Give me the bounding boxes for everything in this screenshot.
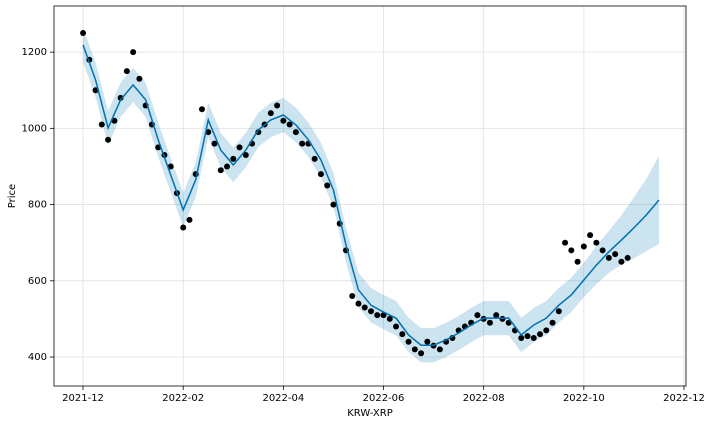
observed-point [267, 110, 274, 117]
x-tick-label: 2022-08 [463, 393, 505, 404]
observed-point [180, 224, 187, 231]
observed-point [411, 346, 418, 353]
observed-point [217, 167, 224, 174]
observed-point [393, 323, 400, 330]
observed-point [117, 94, 124, 101]
observed-point [549, 319, 556, 326]
observed-point [98, 121, 105, 128]
observed-point [399, 331, 406, 338]
observed-point [543, 327, 550, 334]
observed-point [405, 338, 412, 345]
observed-point [530, 334, 537, 341]
observed-point [280, 117, 287, 124]
y-tick-label: 400 [28, 352, 47, 363]
observed-point [555, 308, 562, 315]
observed-point [167, 163, 174, 170]
observed-point [386, 315, 393, 322]
observed-point [599, 247, 606, 254]
observed-point [593, 239, 600, 246]
observed-point [292, 129, 299, 136]
plot-frame [53, 5, 687, 387]
observed-point [518, 334, 525, 341]
observed-point [330, 201, 337, 208]
observed-point [624, 254, 631, 261]
observed-point [105, 136, 112, 143]
observed-point [368, 308, 375, 315]
observed-point [418, 350, 425, 357]
observed-point [80, 30, 87, 37]
uncertainty-band [83, 27, 659, 363]
x-tick-label: 2022-06 [363, 393, 405, 404]
observed-point [236, 144, 243, 151]
observed-point [136, 75, 143, 82]
observed-point [424, 338, 431, 345]
observed-point [361, 304, 368, 311]
observed-point [580, 243, 587, 250]
observed-point [524, 333, 531, 340]
observed-point [123, 68, 130, 75]
observed-point [574, 258, 581, 265]
observed-point [317, 171, 324, 178]
observed-point [130, 49, 137, 56]
y-axis-label: Price [7, 184, 18, 208]
observed-point [618, 258, 625, 265]
observed-point [211, 140, 218, 147]
observed-point [474, 312, 481, 319]
observed-point [92, 87, 99, 94]
x-tick-label: 2022-04 [262, 393, 304, 404]
observed-point [537, 331, 544, 338]
observed-point [374, 312, 381, 319]
observed-point [242, 152, 249, 159]
observed-point [436, 346, 443, 353]
y-tick-label: 600 [28, 276, 47, 287]
y-tick-label: 1200 [22, 47, 47, 58]
observed-point [274, 102, 281, 109]
observed-point [499, 315, 506, 322]
observed-point [224, 163, 231, 170]
observed-point [286, 121, 293, 128]
y-tick-label: 800 [28, 200, 47, 211]
x-tick-label: 2022-10 [563, 393, 605, 404]
observed-point [355, 300, 362, 307]
x-tick-label: 2022-02 [162, 393, 204, 404]
observed-point [311, 155, 318, 162]
x-axis-label: KRW-XRP [347, 408, 393, 419]
observed-point [612, 251, 619, 258]
observed-point [230, 155, 237, 162]
observed-point [349, 293, 356, 300]
observed-point [198, 106, 205, 113]
observed-point [568, 247, 575, 254]
observed-point [324, 182, 331, 189]
y-tick-label: 1000 [22, 123, 47, 134]
x-tick-label: 2022-12 [663, 393, 705, 404]
observed-point [186, 216, 193, 223]
observed-point [562, 239, 569, 246]
x-tick-label: 2021-12 [62, 393, 104, 404]
observed-point [493, 312, 500, 319]
observed-point [587, 232, 594, 239]
observed-point [486, 319, 493, 326]
observed-point [111, 117, 118, 124]
observed-point [605, 254, 612, 261]
observed-point [299, 140, 306, 147]
forecast-line [82, 44, 660, 346]
